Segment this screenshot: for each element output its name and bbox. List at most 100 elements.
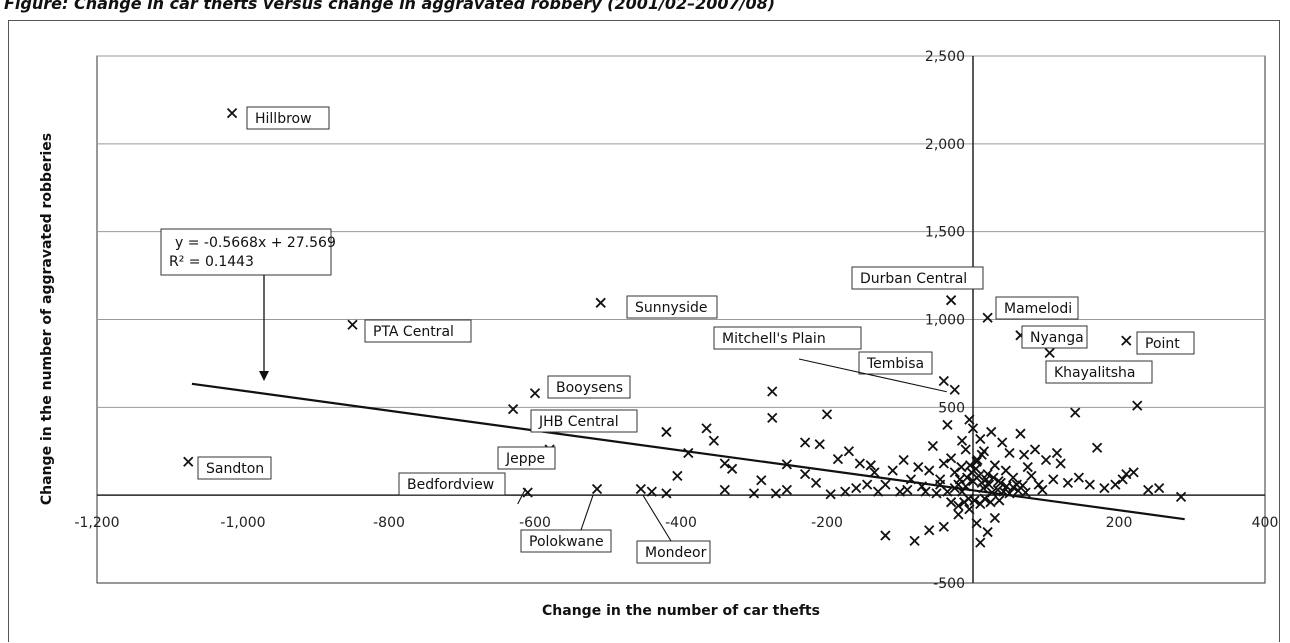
- data-point: [986, 426, 997, 438]
- data-point: [956, 461, 967, 473]
- chart-frame: -1,200 -1,000 -800 -600 -400 -200 200 400 -500 50…: [8, 20, 1280, 642]
- data-point: [854, 458, 865, 469]
- point-label-text: Mondeor: [645, 545, 707, 561]
- x-tick-label: -800: [373, 515, 405, 531]
- data-point: [1017, 480, 1028, 491]
- data-point: [1117, 474, 1128, 485]
- data-point-labeled: [982, 312, 993, 323]
- data-point: [969, 495, 980, 506]
- point-label-text: Point: [1145, 336, 1180, 352]
- data-point: [973, 470, 984, 481]
- data-point: [748, 488, 760, 499]
- data-point: [927, 440, 938, 452]
- data-point-labeled: [1044, 347, 1055, 359]
- data-point: [843, 446, 855, 457]
- point-label-text: Polokwane: [529, 534, 604, 550]
- point-label: Point: [1136, 331, 1195, 355]
- data-point: [967, 423, 979, 434]
- data-point: [1029, 444, 1041, 455]
- point-label-text: Nyanga: [1030, 330, 1084, 346]
- data-point: [1121, 468, 1132, 480]
- point-label: Tembisa: [858, 351, 933, 375]
- data-point: [708, 435, 719, 446]
- data-point: [661, 488, 672, 499]
- data-point: [953, 500, 964, 511]
- trendline-equation-box: y = -0.5668x + 27.569 R² = 0.1443: [160, 228, 336, 276]
- data-point: [1004, 447, 1015, 459]
- data-point: [1143, 484, 1154, 496]
- data-point: [938, 458, 949, 469]
- point-label: Mondeor: [636, 494, 711, 564]
- point-label-text: Durban Central: [860, 271, 967, 287]
- data-point: [964, 504, 975, 515]
- data-point: [995, 477, 1006, 489]
- trendline-arrowhead: [259, 371, 269, 381]
- point-label: Sandton: [197, 456, 272, 480]
- data-point: [942, 419, 953, 431]
- point-label: Booysens: [547, 375, 631, 399]
- data-point: [976, 477, 987, 489]
- x-tick-label: -1,000: [220, 515, 265, 531]
- x-tick-label: -600: [519, 515, 551, 531]
- data-point: [935, 479, 946, 490]
- label-pointer: [580, 494, 594, 531]
- data-point-labeled: [938, 375, 949, 387]
- x-axis-title: Change in the number of car thefts: [542, 603, 820, 619]
- y-tick-label: 1,000: [925, 313, 965, 329]
- data-point: [767, 386, 778, 397]
- data-point: [971, 518, 982, 529]
- data-point: [898, 454, 909, 466]
- data-point: [945, 453, 957, 464]
- axes: -1,200 -1,000 -800 -600 -400 -200 200 400 -500 50…: [74, 49, 1278, 592]
- data-point: [1015, 428, 1026, 439]
- data-point: [994, 495, 1005, 506]
- data-point: [767, 412, 778, 424]
- data-point: [781, 484, 792, 496]
- data-point: [975, 433, 986, 445]
- data-point: [1132, 400, 1143, 411]
- data-point: [909, 535, 920, 546]
- data-point: [949, 467, 960, 478]
- point-label: Khayalitsha: [1045, 360, 1153, 384]
- data-point: [913, 461, 924, 473]
- x-tick-label: 200: [1106, 515, 1133, 531]
- data-point: [799, 437, 811, 448]
- data-point-labeled: [507, 403, 519, 415]
- data-point: [902, 484, 913, 496]
- data-point: [954, 474, 965, 485]
- data-point: [661, 426, 672, 438]
- data-point: [1099, 483, 1110, 494]
- trendline-r2: R² = 0.1443: [169, 254, 254, 270]
- point-label: Mitchell's Plain: [713, 326, 947, 393]
- point-label: PTA Central: [364, 319, 472, 343]
- data-point: [865, 460, 876, 471]
- data-point: [985, 497, 996, 508]
- data-point: [997, 437, 1008, 448]
- data-point: [814, 439, 825, 450]
- data-point: [719, 458, 730, 469]
- trendline: [191, 382, 1185, 521]
- y-tick-label: 2,000: [925, 137, 965, 153]
- data-point: [821, 409, 833, 420]
- data-point: [1018, 449, 1030, 460]
- data-point: [646, 486, 657, 497]
- point-label: Polokwane: [520, 494, 612, 553]
- point-label-text: PTA Central: [373, 324, 454, 340]
- data-point: [872, 486, 884, 497]
- data-point: [672, 470, 683, 481]
- data-point: [970, 463, 982, 474]
- point-label-text: Bedfordview: [407, 477, 494, 493]
- data-point: [959, 497, 970, 508]
- data-point: [851, 483, 862, 494]
- trendline-equation: y = -0.5668x + 27.569: [175, 235, 336, 251]
- data-point: [825, 489, 836, 500]
- data-point: [979, 493, 990, 504]
- data-point: [1037, 484, 1048, 496]
- point-label-text: Khayalitsha: [1054, 365, 1136, 381]
- data-point: [756, 475, 767, 486]
- data-point: [1033, 479, 1044, 490]
- data-point: [862, 479, 873, 490]
- label-pointer: [798, 358, 947, 393]
- point-label-text: Hillbrow: [255, 111, 312, 127]
- data-point-labeled: [529, 388, 541, 399]
